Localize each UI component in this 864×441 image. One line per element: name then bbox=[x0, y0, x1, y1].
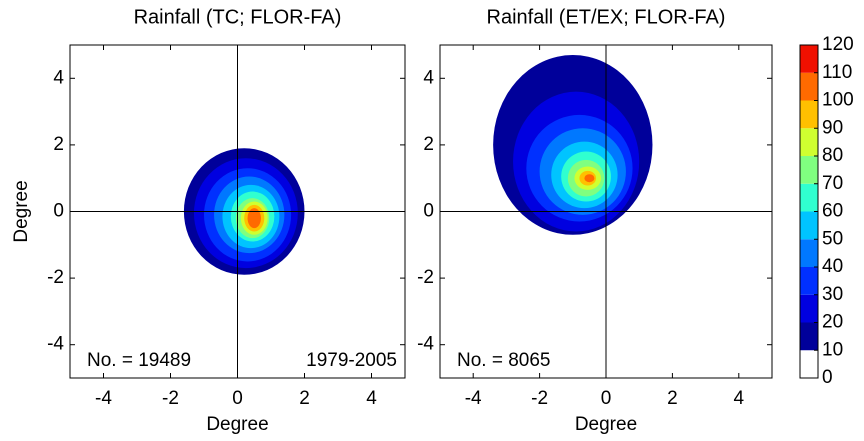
chart-title: Rainfall (ET/EX; FLOR-FA) bbox=[487, 6, 726, 28]
y-tick-label: 4 bbox=[53, 67, 64, 88]
colorbar-tick-label: 70 bbox=[822, 173, 843, 194]
colorbar-tick-label: 80 bbox=[822, 145, 843, 166]
x-tick-label: -2 bbox=[531, 388, 548, 409]
colorbar-band bbox=[800, 211, 818, 240]
colorbar-band bbox=[800, 267, 818, 295]
y-tick-label: -2 bbox=[417, 267, 434, 288]
colorbar-band bbox=[800, 239, 818, 267]
colorbar-tick-label: 20 bbox=[822, 312, 843, 333]
contour-fill bbox=[584, 174, 595, 183]
annotation: No. = 8065 bbox=[457, 350, 551, 371]
colorbar-tick-label: 40 bbox=[822, 256, 843, 277]
x-tick-label: 2 bbox=[667, 388, 678, 409]
colorbar-tick-label: 50 bbox=[822, 228, 843, 249]
x-tick-label: 0 bbox=[601, 388, 612, 409]
y-axis-label: Degree bbox=[11, 180, 32, 242]
y-tick-label: -4 bbox=[417, 334, 434, 355]
colorbar-band bbox=[800, 322, 818, 351]
x-axis-label: Degree bbox=[575, 414, 637, 435]
y-tick-label: 0 bbox=[53, 201, 64, 222]
y-tick-label: 2 bbox=[53, 134, 64, 155]
y-tick-label: -4 bbox=[47, 334, 64, 355]
colorbar-tick-label: 110 bbox=[822, 62, 852, 83]
annotation: No. = 19489 bbox=[87, 350, 191, 371]
colorbar-tick-label: 30 bbox=[822, 284, 843, 305]
colorbar-tick-label: 60 bbox=[822, 201, 843, 222]
colorbar-band bbox=[800, 156, 818, 184]
x-axis-label: Degree bbox=[206, 414, 268, 435]
x-tick-label: -4 bbox=[95, 388, 112, 409]
x-tick-label: 4 bbox=[366, 388, 377, 409]
colorbar-band bbox=[800, 45, 818, 73]
colorbar-band bbox=[800, 72, 818, 101]
colorbar-tick-label: 100 bbox=[822, 90, 854, 111]
contours bbox=[493, 54, 653, 235]
x-tick-label: -4 bbox=[465, 388, 482, 409]
x-tick-label: 4 bbox=[734, 388, 745, 409]
colorbar-band bbox=[800, 183, 818, 212]
annotation: 1979-2005 bbox=[306, 350, 397, 371]
colorbar-band bbox=[800, 294, 818, 323]
colorbar-band bbox=[800, 350, 818, 378]
y-tick-label: 2 bbox=[423, 134, 434, 155]
y-tick-label: 0 bbox=[423, 201, 434, 222]
colorbar-band bbox=[800, 100, 818, 129]
colorbar-tick-label: 90 bbox=[822, 117, 843, 138]
colorbar-band bbox=[800, 128, 818, 156]
colorbar-tick-label: 0 bbox=[822, 367, 833, 388]
contours bbox=[183, 148, 305, 275]
chart-title: Rainfall (TC; FLOR-FA) bbox=[134, 6, 342, 28]
contour-fill bbox=[247, 208, 261, 229]
x-tick-label: 2 bbox=[299, 388, 310, 409]
x-tick-label: -2 bbox=[162, 388, 179, 409]
y-tick-label: -2 bbox=[47, 267, 64, 288]
y-tick-label: 4 bbox=[423, 67, 434, 88]
colorbar-tick-label: 120 bbox=[822, 34, 854, 55]
x-tick-label: 0 bbox=[232, 388, 243, 409]
colorbar-tick-label: 10 bbox=[822, 339, 843, 360]
